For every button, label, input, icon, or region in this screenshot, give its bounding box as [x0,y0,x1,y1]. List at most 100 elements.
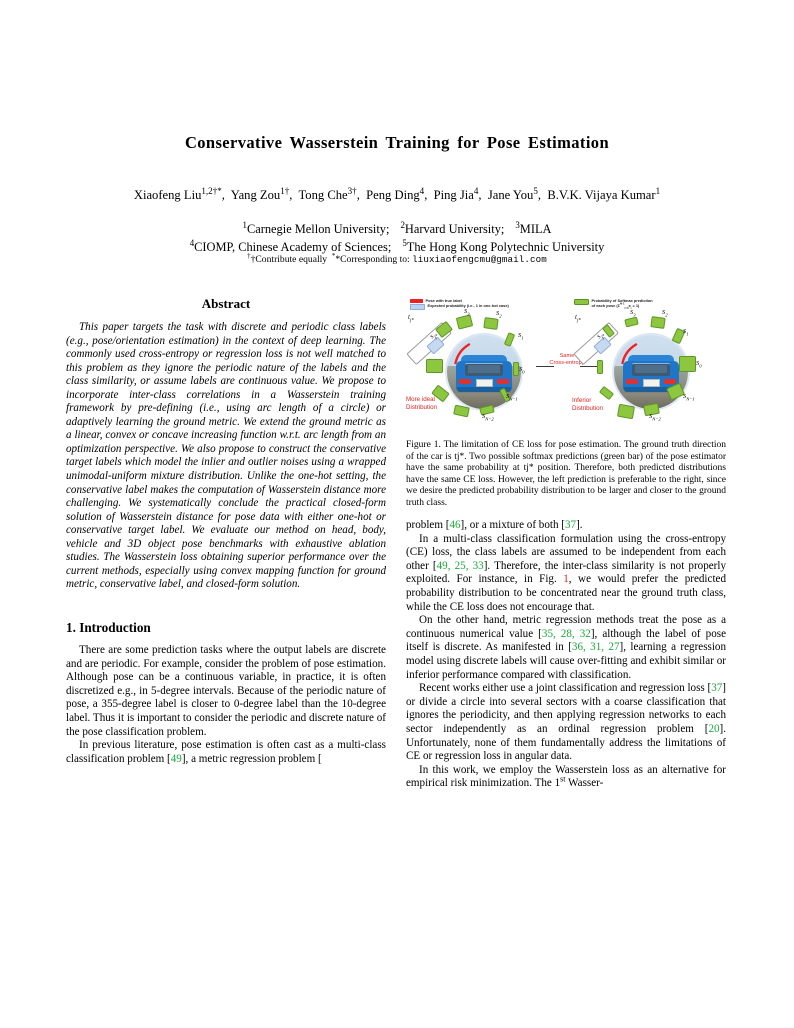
legend-item-true-label: Pose with true label [410,298,560,303]
left-column: Abstract This paper targets the task wit… [66,296,386,766]
pose-label-left-sn1: SN−1 [506,393,518,402]
prob-bar-left-s0 [513,362,519,376]
intro-paragraph-2-cont: problem [46], or a mixture of both [37]. [406,519,583,531]
p6-text: In this work, we employ the Wasserstein … [406,763,726,790]
p3-c: , we would prefer the predicted probabil… [406,573,726,613]
pose-label-right-s2: S2 [662,309,668,318]
legend-label-softmax: Probability of Softmax prediction of eac… [591,298,653,311]
intro-paragraph-6: In this work, we employ the Wasserstein … [406,764,726,791]
corresponding-email: liuxiaofengcmu@gmail.com [412,254,547,265]
citation-37b[interactable]: 37 [711,682,723,695]
taillight-right-right [664,379,676,384]
green-swatch-icon [574,298,589,305]
p4-a: On the other hand, metric regression met… [406,614,726,640]
intro-paragraph-1: There are some prediction tasks where th… [66,643,386,738]
car-roof-left [461,355,507,366]
citation-49-25-33[interactable]: 49, 25, 33 [436,559,484,572]
citation-46[interactable]: 46 [449,519,461,531]
center-same-ce-label: Same Cross-entropy [549,353,585,366]
author-list: Xiaofeng Liu1,2†*, Yang Zou1†, Tong Che3… [133,185,661,202]
car-roof-right [628,355,674,366]
right-column: Pose with true label Expected probabilit… [406,296,726,791]
citation-36-31-27[interactable]: 36, 31, 27 [571,641,620,654]
pose-label-left-s2: S2 [496,310,502,319]
figure-legend-left: Pose with true label Expected probabilit… [410,298,560,310]
prob-bar-right-s0 [679,356,696,372]
bumper-left [457,387,511,392]
pose-label-left-s0: S0 [519,366,525,375]
pose-label-left-sn2: SN−2 [482,413,494,422]
page-title: Conservative Wasserstein Training for Po… [184,133,610,152]
intro-paragraph-4: On the other hand, metric regression met… [406,614,726,682]
intro-paragraph-5: Recent works either use a joint classifi… [406,682,726,764]
pose-label-right-sn1: SN−1 [683,393,695,402]
red-swatch-icon [410,298,423,303]
p4-c: ], learning a regression model using dis… [406,641,727,681]
legend-label-expected-prob: Expected probability (i.e., 1 in one-hot… [427,303,509,309]
left-distribution-label: More ideal Distribution [406,396,437,411]
intro-paragraph-2: In previous literature, pose estimation … [66,739,386,766]
figure-legend-right: Probability of Softmax prediction of eac… [574,298,724,311]
citation-49[interactable]: 49 [170,752,182,765]
legend-item-expected-prob: Expected probability (i.e., 1 in one-hot… [410,303,560,310]
right-distribution-label: Inferior Distribution [572,397,603,412]
citation-37a[interactable]: 37 [564,519,577,531]
bumper-right [624,387,678,392]
p2-b: ], a metric regression problem [ [181,752,322,765]
arrow-left-line [536,366,554,367]
prob-bar-left-s2 [483,317,499,330]
section-heading-introduction: 1. Introduction [66,619,151,635]
pose-label-right-s0: S0 [696,360,702,369]
p4-b: ], although the label of pose itself is … [406,627,726,654]
car-body-left [456,355,512,393]
legend-item-softmax-prob: Probability of Softmax prediction of eac… [574,298,724,311]
figure-1: Pose with true label Expected probabilit… [406,296,726,432]
p5-c: ]. Unfortunately, none of them fundament… [406,722,726,763]
p2-a: In previous literature, pose estimation … [66,739,386,765]
pose-label-left-s3: S3 [464,308,470,317]
citation-20[interactable]: 20 [708,722,720,735]
p5-b: ] or divide a circle into several sector… [406,682,726,735]
figure-1-caption-text: The limitation of CE loss for pose estim… [406,440,726,508]
figure-1-diagram: Pose with true label Expected probabilit… [406,296,726,432]
prob-bar-left-s3 [455,314,474,330]
taillight-right-left [497,379,509,384]
pose-label-right-s3: S3 [630,309,636,318]
pose-label-right-sn2: SN−2 [649,413,661,422]
footnote-star-text: *Corresponding to: [335,254,410,265]
pose-label-left-s1: S1 [518,332,524,341]
license-plate-right [643,379,660,387]
prob-bar-right-s2 [650,316,666,329]
pose-label-right-s1: S1 [683,328,689,337]
callout-t-label-left: tj* [408,313,414,324]
prob-bar-right-s3 [624,316,639,328]
citation-35-28-32[interactable]: 35, 28, 32 [541,627,591,640]
figure-1-number: Figure 1. [406,440,441,450]
figure-reference-1[interactable]: 1 [563,573,569,586]
taillight-left-right [626,379,638,384]
car-body-right [623,355,679,393]
car-window-inner-right [635,365,667,373]
intro-paragraph-3: In a multi-class classification formulat… [406,533,726,615]
license-plate-left [476,379,493,387]
affiliations: 1Carnegie Mellon University; 2Harvard Uni… [189,219,605,255]
prob-bar-left-g [426,359,443,373]
author-footnote: ††Contribute equally **Corresponding to:… [247,252,547,265]
arrow-right-line [580,366,598,367]
abstract-heading: Abstract [201,296,251,311]
figure-1-caption: Figure 1. The limitation of CE loss for … [406,440,726,509]
car-window-inner-left [468,365,500,373]
callout-t-label-right: tj* [575,313,581,324]
prob-bar-right-e [616,403,636,420]
taillight-left-left [459,379,471,384]
p5-a: Recent works either use a joint classifi… [419,682,712,695]
prob-bar-right-g [597,360,603,374]
prob-bar-left-e [453,404,470,418]
legend-label-true-pose: Pose with true label [425,298,463,303]
p3-b: ]. Therefore, the inter-class similarity… [406,559,727,586]
blue-swatch-icon [410,304,425,310]
abstract-text: This paper targets the task with discret… [66,321,386,591]
p3-a: In a multi-class classification formulat… [406,532,726,572]
footnote-dagger-text: †Contribute equally [250,254,328,265]
